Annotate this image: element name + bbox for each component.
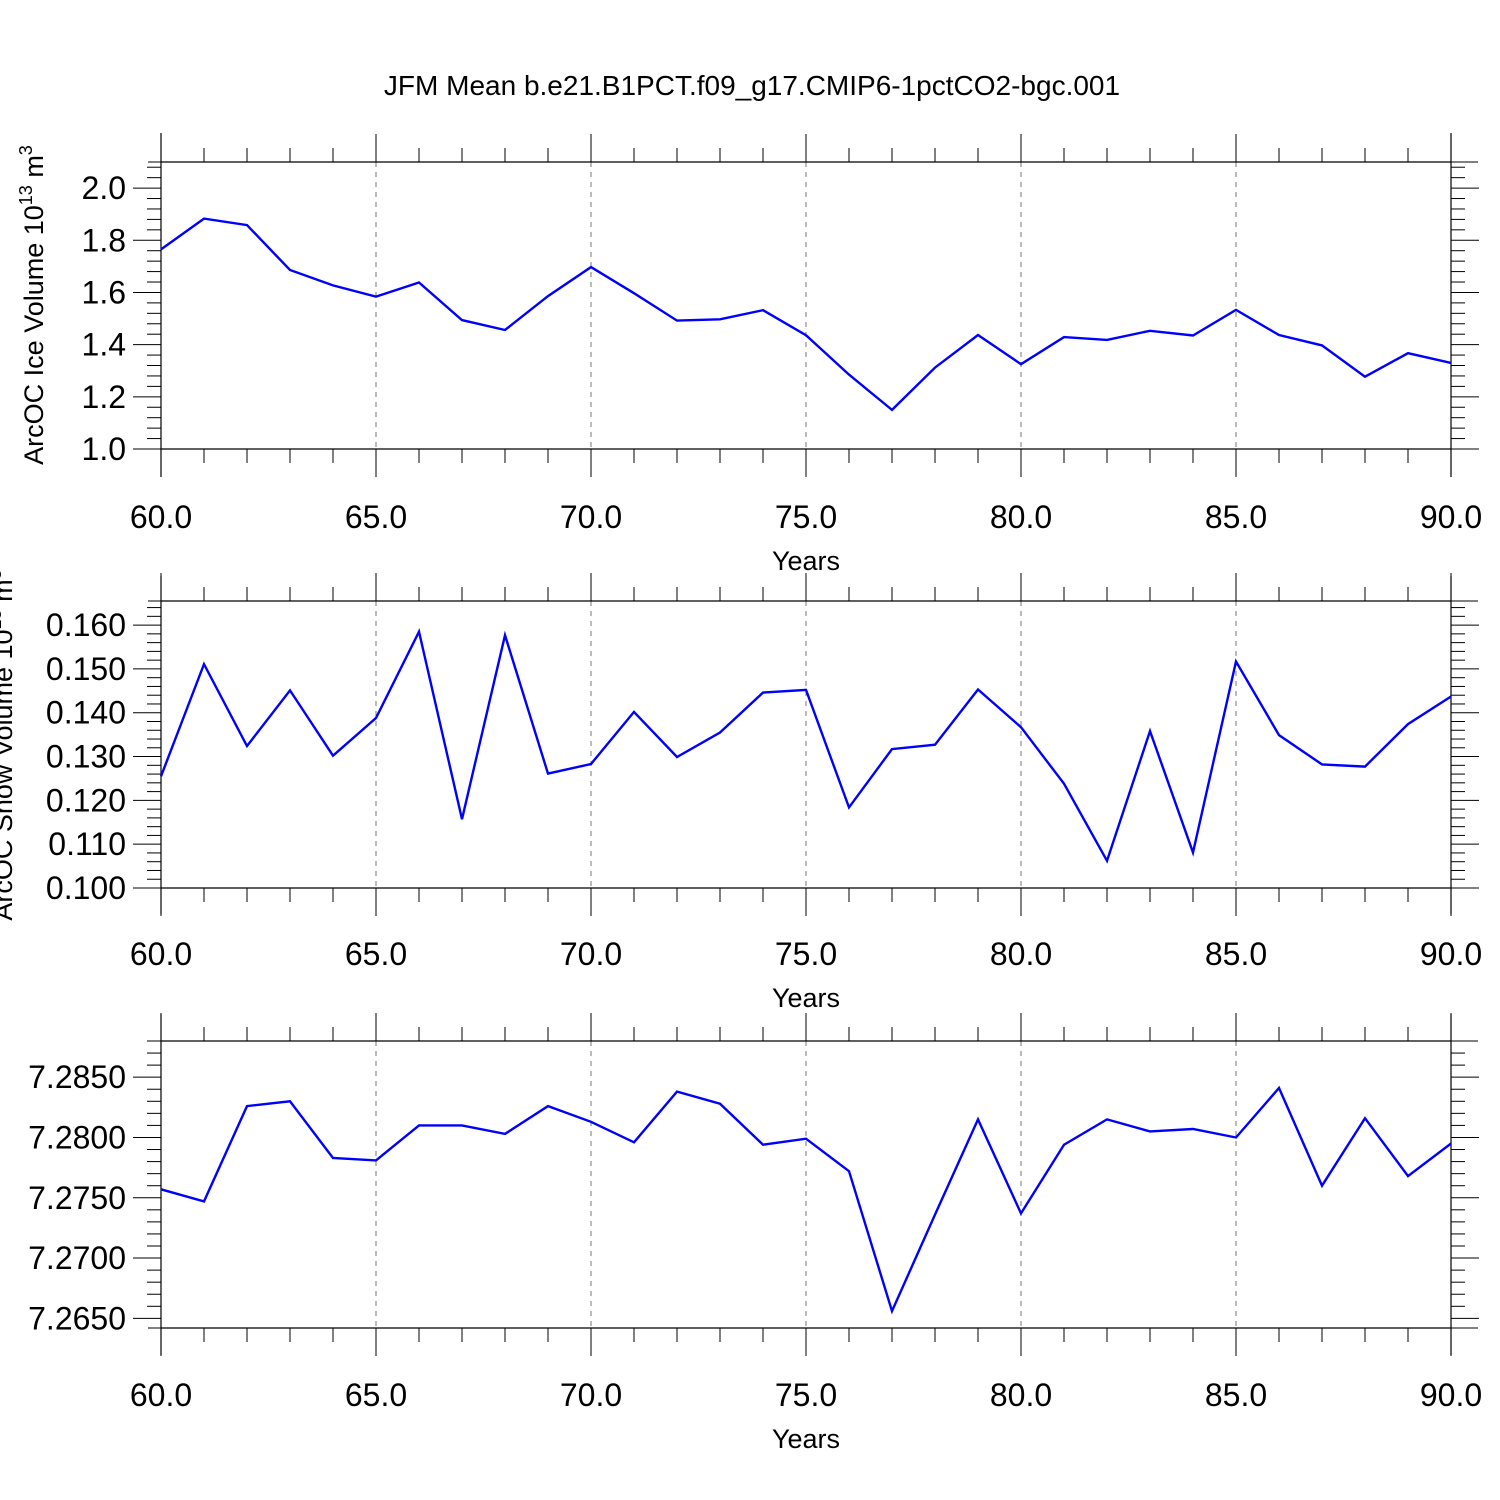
y-tick-label: 0.120 (46, 782, 126, 818)
series-line (160, 1085, 1452, 1315)
chart-panel-3: 60.0 65.0 70.0 75.0 80.0 85.0 90.0 7.2650 7.2700… (28, 1013, 1482, 1454)
x-tick-label: 85.0 (1205, 499, 1267, 535)
y-tick-label: 1.2 (82, 379, 126, 415)
x-tick-label: 90.0 (1420, 1377, 1482, 1413)
x-tick-label: 80.0 (990, 499, 1052, 535)
x-axis-title: Years (772, 546, 840, 576)
y-tick-label: 0.160 (46, 607, 126, 643)
x-tick-label: 65.0 (345, 936, 407, 972)
y-tick-label: 1.8 (82, 222, 126, 258)
y-tick-label: 0.130 (46, 739, 126, 775)
y-tick-label: 7.2800 (28, 1119, 126, 1155)
x-tick-label: 90.0 (1420, 499, 1482, 535)
x-tick-label: 60.0 (130, 1377, 192, 1413)
y-tick-label: 0.110 (48, 826, 126, 862)
y-tick-label: 1.6 (82, 274, 126, 310)
chart-panel-1: 60.0 65.0 70.0 75.0 80.0 85.0 90.0 1.0 1.2 1.4 1.6… (16, 133, 1482, 576)
x-tick-label: 80.0 (990, 1377, 1052, 1413)
y-tick-label: 7.2750 (28, 1180, 126, 1216)
figure-title: JFM Mean b.e21.B1PCT.f09_g17.CMIP6-1pctC… (384, 70, 1120, 101)
x-tick-label: 75.0 (775, 936, 837, 972)
x-tick-label: 75.0 (775, 499, 837, 535)
x-tick-label: 70.0 (560, 499, 622, 535)
y-tick-label: 0.140 (46, 695, 126, 731)
y-tick-label: 7.2700 (28, 1240, 126, 1276)
x-tick-label: 60.0 (130, 936, 192, 972)
x-tick-label: 80.0 (990, 936, 1052, 972)
y-tick-label: 1.4 (82, 327, 126, 363)
y-axis-title: ArcOC Ice Volume 1013 m3 (16, 145, 49, 465)
y-tick-label: 0.100 (46, 870, 126, 906)
x-tick-label: 85.0 (1205, 1377, 1267, 1413)
x-axis-title: Years (772, 983, 840, 1013)
x-tick-label: 90.0 (1420, 936, 1482, 972)
x-tick-label: 70.0 (560, 936, 622, 972)
y-axis-title: ArcOC Snow Volume 1013 m3 (0, 569, 18, 920)
y-tick-label: 7.2850 (28, 1059, 126, 1095)
y-tick-label: 7.2650 (28, 1300, 126, 1336)
y-tick-label: 0.150 (46, 651, 126, 687)
x-axis-title: Years (772, 1424, 840, 1454)
chart-panels: 60.0 65.0 70.0 75.0 80.0 85.0 90.0 1.0 1.2 1.4 1.6… (0, 133, 1482, 1454)
y-tick-label: 2.0 (82, 170, 126, 206)
x-tick-label: 85.0 (1205, 936, 1267, 972)
x-tick-label: 60.0 (130, 499, 192, 535)
x-tick-label: 70.0 (560, 1377, 622, 1413)
series-line (160, 217, 1452, 412)
series-line (159, 628, 1452, 864)
x-tick-label: 75.0 (775, 1377, 837, 1413)
x-tick-label: 65.0 (345, 499, 407, 535)
chart-panel-2: 60.0 65.0 70.0 75.0 80.0 85.0 90.0 0.100 0.110 0.… (0, 569, 1482, 1013)
y-tick-label: 1.0 (82, 431, 126, 467)
x-tick-label: 65.0 (345, 1377, 407, 1413)
